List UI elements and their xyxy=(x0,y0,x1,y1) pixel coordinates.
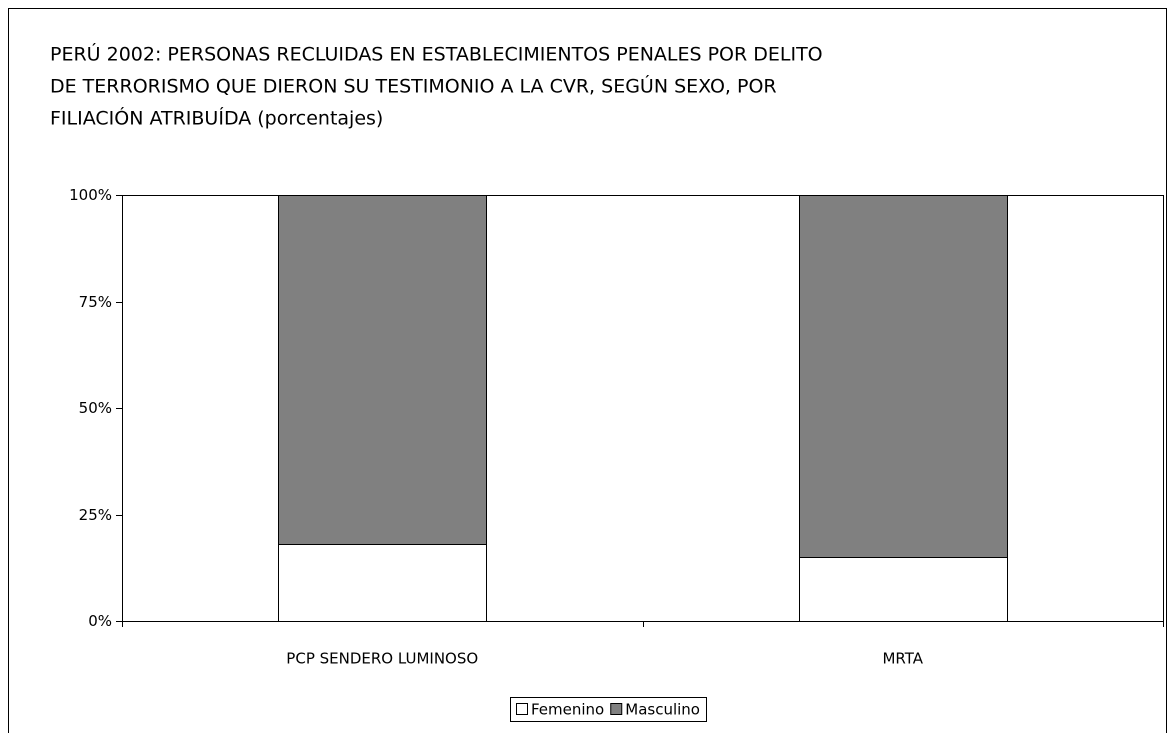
chart-border xyxy=(8,8,1167,733)
bar-segment xyxy=(799,195,1008,558)
legend-box xyxy=(510,697,707,722)
chart-title: FILIACIÓN ATRIBUÍDA (porcentajes) xyxy=(50,106,383,130)
legend: Femenino Masculino xyxy=(510,697,707,722)
y-tick-label: 0% xyxy=(88,612,112,630)
y-tick-label: 50% xyxy=(79,399,112,417)
x-tick-label: MRTA xyxy=(882,650,923,668)
chart-title: DE TERRORISMO QUE DIERON SU TESTIMONIO A… xyxy=(50,74,777,98)
bar-segment xyxy=(278,195,487,545)
bar-segment xyxy=(799,557,1008,622)
legend-swatch xyxy=(516,703,528,715)
y-tick-label: 25% xyxy=(79,506,112,524)
chart-title: PERÚ 2002: PERSONAS RECLUIDAS EN ESTABLE… xyxy=(50,42,823,66)
y-tick-label: 100% xyxy=(69,186,112,204)
legend-label: Masculino xyxy=(625,701,700,719)
legend-label: Femenino xyxy=(531,701,604,719)
y-tick-label: 75% xyxy=(79,293,112,311)
bar-segment xyxy=(278,544,487,622)
legend-swatch xyxy=(610,703,623,715)
x-tick-label: PCP SENDERO LUMINOSO xyxy=(286,650,478,668)
